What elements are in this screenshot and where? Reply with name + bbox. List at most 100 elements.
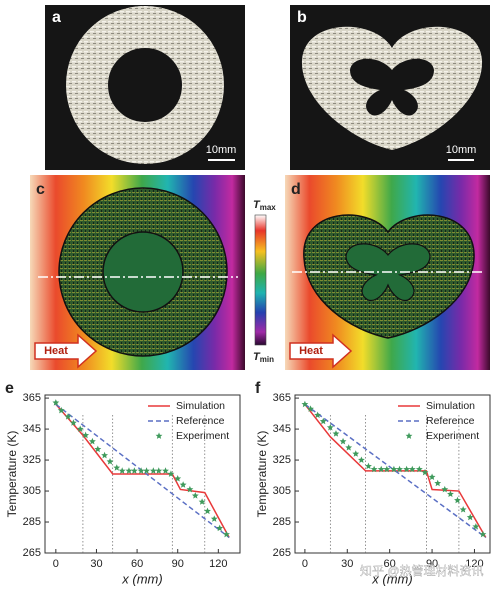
x-axis-label: x (mm) [121,571,162,586]
colorbar-max: Tmax [253,199,276,212]
experiment-point [76,425,84,432]
y-tick-label: 365 [23,392,41,404]
x-tick-label: 60 [131,558,143,570]
experiment-point [454,496,461,504]
experiment-point [64,413,72,420]
legend-label: Experiment [426,430,479,442]
experiment-point [370,465,378,473]
experiment-point [94,445,102,453]
experiment-point [113,464,121,471]
heat-label: Heat [44,345,68,357]
x-tick-label: 120 [465,558,483,570]
legend-symbol [155,432,163,439]
plot-frame [44,394,241,554]
x-tick-label: 30 [90,558,102,570]
x-tick-label: 90 [172,558,184,570]
legend-symbol [405,432,413,439]
colorbar-min: Tmin [253,351,274,364]
heat-arrow [34,333,98,369]
experiment-point [106,458,114,465]
panel-label: a [52,9,61,26]
legend-label: Simulation [176,400,225,412]
panel-label: b [297,9,307,26]
experiment-point [447,490,454,498]
x-tick-label: 120 [209,558,227,570]
experiment-point [223,530,230,538]
experiment-point [421,468,429,476]
watermark: 知乎 @热管理材料资讯 [360,563,484,578]
experiment-point [118,467,126,474]
series-line [55,403,230,539]
legend-label: Reference [426,415,475,427]
experiment-point [383,465,391,473]
experiment-point [332,430,340,437]
experiment-point [345,444,353,451]
experiment-point [314,411,322,419]
experiment-point [82,431,90,439]
x-tick-label: 90 [426,558,438,570]
series-line [304,403,487,538]
y-axis-label: Temperature (K) [5,431,19,518]
x-axis-label: x (mm) [371,571,412,586]
heat-label: Heat [299,345,323,357]
ring-sample [59,188,227,356]
experiment-point [204,507,211,515]
x-tick-label: 0 [302,558,308,570]
experiment-point [162,467,169,474]
y-tick-label: 265 [23,547,41,559]
colorbar [254,214,267,346]
experiment-point [198,498,206,505]
y-tick-label: 345 [273,423,291,435]
experiment-point [441,485,449,493]
experiment-point [326,423,334,431]
experiment-point [130,467,138,474]
experiment-point [408,465,416,473]
legend-label: Reference [176,415,225,427]
butterfly-hole [350,58,434,116]
experiment-point [155,467,163,474]
experiment-point [125,467,133,474]
experiment-point [210,515,218,522]
experiment-point [149,467,157,474]
experiment-point [466,513,474,521]
legend-label: Experiment [176,430,229,442]
x-tick-label: 60 [384,558,396,570]
experiment-point [191,492,199,499]
experiment-point [319,417,327,425]
experiment-point [301,400,309,408]
printed-ring [66,6,224,164]
experiment-point [357,456,365,463]
y-tick-label: 265 [273,547,291,559]
y-tick-label: 285 [273,516,291,528]
y-tick-label: 325 [23,454,41,466]
panel-label: e [5,380,14,397]
outline [58,187,228,357]
experiment-point [186,485,194,493]
panel-label: f [255,380,261,397]
y-tick-label: 365 [273,392,291,404]
experiment-point [52,399,60,406]
panel-label: c [36,181,45,198]
experiment-point [459,506,467,513]
scale-label: 10mm [446,144,477,156]
y-tick-label: 305 [273,485,291,497]
panel-label: d [291,181,301,198]
experiment-point [434,479,442,487]
x-tick-label: 30 [341,558,353,570]
experiment-point [428,473,436,481]
experiment-point [143,467,150,474]
experiment-point [57,406,65,414]
experiment-point [167,470,175,477]
experiment-point [365,462,372,470]
y-tick-label: 285 [23,516,41,528]
experiment-point [377,465,385,473]
experiment-point [415,465,423,473]
experiment-point [179,481,187,488]
experiment-point [174,475,182,482]
experiment-point [403,465,411,473]
experiment-point [216,524,224,532]
y-axis-label: Temperature (K) [255,431,269,518]
experiment-point [88,437,96,445]
y-tick-label: 325 [273,454,291,466]
